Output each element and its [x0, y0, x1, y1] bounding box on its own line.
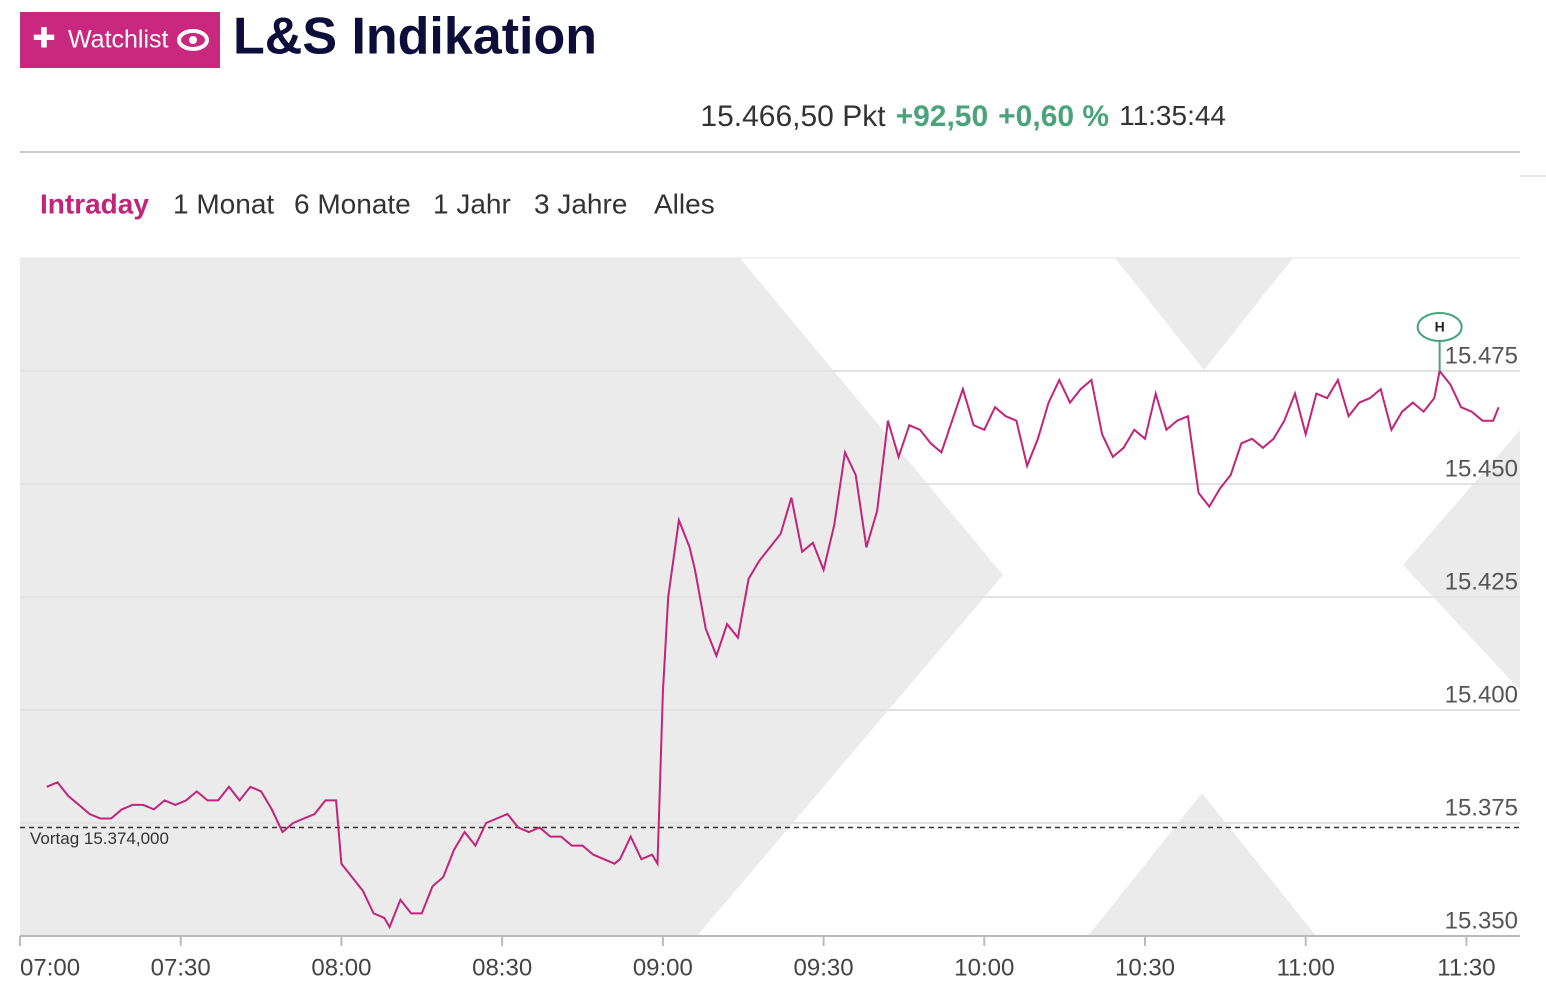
bg-shape [1088, 793, 1316, 936]
eye-pupil [189, 36, 197, 44]
x-tick-label: 09:30 [794, 954, 854, 981]
y-tick-label: 15.375 [1445, 794, 1518, 821]
x-tick-label: 07:00 [20, 954, 80, 981]
y-tick-label: 15.350 [1445, 907, 1518, 934]
x-tick-label: 11:30 [1437, 954, 1495, 981]
chart: 15.350 15.375 15.400 15.425 15.450 15.475 07:0… [19, 312, 1520, 981]
watchlist-label: Watchlist [68, 26, 169, 54]
tab[interactable]: 1 Jahr [433, 188, 511, 219]
x-tick-label: 09:00 [633, 954, 693, 981]
tab[interactable]: 6 Monate [294, 188, 411, 219]
eye-icon [177, 29, 209, 51]
high-badge [1416, 312, 1463, 342]
x-tick-label: 07:30 [151, 954, 211, 981]
quote-line: 15.466,50 Pkt +92,50 +0,60 % 11:35:44 [700, 100, 1226, 133]
high-label: H [1435, 319, 1445, 335]
tab[interactable]: 3 Jahre [534, 188, 627, 219]
y-tick-label: 15.400 [1445, 681, 1518, 708]
quote-time: 11:35:44 [1119, 100, 1226, 131]
change-pct: +0,60 % [998, 100, 1109, 133]
x-tick-label: 11:00 [1277, 954, 1335, 981]
x-tick-label: 08:30 [472, 954, 532, 981]
page-title: L&S Indikation [233, 8, 597, 66]
bg-shape [1403, 430, 1520, 690]
y-tick-label: 15.450 [1445, 455, 1518, 482]
change: +92,50 [896, 100, 989, 133]
reference-label: Vortag 15.374,000 [30, 829, 169, 848]
tab[interactable]: Intraday [40, 188, 149, 219]
bg-shape [1115, 258, 1293, 370]
x-tick-label: 10:00 [954, 954, 1014, 981]
tab[interactable]: 1 Monat [173, 188, 274, 219]
watchlist-button[interactable] [20, 12, 220, 68]
price: 15.466,50 Pkt [700, 100, 886, 133]
tabs: Intraday 1 Monat 6 Monate 1 Jahr 3 Jahre Alle… [40, 188, 715, 219]
plus-icon: ✚ [32, 22, 55, 53]
x-tick-label: 08:00 [311, 954, 371, 981]
y-tick-label: 15.425 [1445, 568, 1518, 595]
tab[interactable]: Alles [654, 188, 715, 219]
price-line [46, 368, 1500, 930]
y-tick-label: 15.475 [1445, 342, 1518, 369]
x-tick-label: 10:30 [1115, 954, 1175, 981]
